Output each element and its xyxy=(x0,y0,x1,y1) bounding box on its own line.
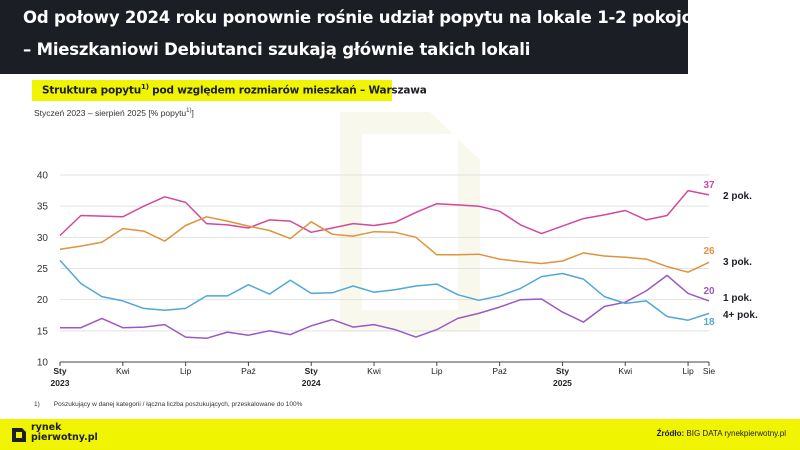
y-tick-label: 35 xyxy=(37,202,49,213)
y-tick-label: 30 xyxy=(37,233,49,244)
x-tick-label: Lip xyxy=(431,366,443,376)
page-title-line-1: Od połowy 2024 roku ponownie rośnie udzi… xyxy=(23,8,719,27)
subtitle-text-start: Struktura popytu xyxy=(42,84,142,97)
logo-line-2: pierwotny.pl xyxy=(31,432,98,443)
end-value-label: 18 xyxy=(703,317,715,328)
period-text: Styczeń 2023 – sierpień 2025 [% popytu xyxy=(34,108,187,118)
x-tick-label: Lip xyxy=(682,366,694,376)
page-title-line-2: – Mieszkaniowi Debiutanci szukają główni… xyxy=(23,40,531,59)
source-label: Źródło: xyxy=(656,429,685,438)
chart-subtitle: Struktura popytu1) pod względem rozmiaró… xyxy=(42,83,427,97)
x-tick-year-label: 2023 xyxy=(51,378,70,388)
series-line-4pok xyxy=(59,259,710,321)
x-tick-label: Kwi xyxy=(116,366,130,376)
y-tick-label: 25 xyxy=(37,264,49,275)
end-value-label: 26 xyxy=(703,246,715,257)
chart-subtitle-banner: Struktura popytu1) pod względem rozmiaró… xyxy=(32,80,427,101)
footnote-number: 1) xyxy=(34,401,40,408)
period-close: ] xyxy=(191,108,194,118)
x-tick-label: Sty xyxy=(305,366,319,376)
series-line-1pok xyxy=(60,274,710,340)
series-name-label: 1 pok. xyxy=(723,293,752,304)
footnote-text: Poszukujący w danej kategorii / łączna l… xyxy=(53,401,303,408)
x-tick-label: Kwi xyxy=(618,366,632,376)
period-footnote-mark: 1) xyxy=(186,108,192,115)
series-name-label: 4+ pok. xyxy=(723,310,758,321)
end-value-label: 20 xyxy=(703,286,715,297)
series-line-2pok xyxy=(59,189,710,237)
subtitle-text-end: pod względem rozmiarów mieszkań – Warsza… xyxy=(148,84,427,97)
x-tick-label: Kwi xyxy=(367,366,381,376)
x-tick-label: Lip xyxy=(180,366,192,376)
series-name-label: 2 pok. xyxy=(723,191,752,202)
watermark-logo xyxy=(340,112,480,332)
x-tick-label: Paź xyxy=(241,366,256,376)
logo-text: rynek pierwotny.pl xyxy=(31,423,98,443)
title-banner: Od połowy 2024 roku ponownie rośnie udzi… xyxy=(0,0,719,74)
period-label: Styczeń 2023 – sierpień 2025 [% popytu1)… xyxy=(34,108,194,118)
series-line-3pok xyxy=(59,216,710,273)
footnote: 1) Poszukujący w danej kategorii / łączna… xyxy=(34,401,302,408)
brand-logo[interactable]: rynek pierwotny.pl xyxy=(8,422,108,448)
x-tick-label: Paź xyxy=(492,366,507,376)
series-name-label: 3 pok. xyxy=(723,257,752,268)
x-tick-year-label: 2025 xyxy=(553,378,572,388)
y-tick-label: 10 xyxy=(37,358,49,369)
logo-icon xyxy=(12,428,26,442)
end-value-label: 37 xyxy=(703,180,715,191)
logo-line-1: rynek xyxy=(31,422,62,433)
subtitle-footnote-mark: 1) xyxy=(141,83,149,91)
y-tick-label: 40 xyxy=(37,171,49,182)
x-tick-label: Sie xyxy=(703,366,716,376)
source-text: BIG DATA rynekpierwotny.pl xyxy=(684,429,786,438)
x-tick-label: Sty xyxy=(53,366,67,376)
x-tick-label: Sty xyxy=(556,366,570,376)
y-tick-label: 20 xyxy=(37,295,49,306)
source-note: Źródło: BIG DATA rynekpierwotny.pl xyxy=(657,429,786,438)
y-tick-label: 15 xyxy=(37,326,49,337)
x-tick-year-label: 2024 xyxy=(302,378,321,388)
footer-bar: rynek pierwotny.pl Źródło: BIG DATA rynek… xyxy=(0,419,800,450)
